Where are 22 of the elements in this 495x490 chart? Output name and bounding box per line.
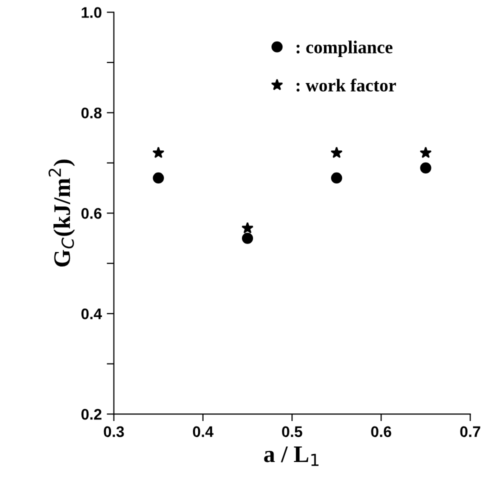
- x-tick-label: 0.7: [460, 426, 480, 438]
- point: [420, 146, 432, 158]
- point: [420, 162, 432, 174]
- y-axis-title: G$_{C}$(kJ/m$^{2}$): [48, 160, 75, 267]
- point: [152, 146, 164, 158]
- x-axis-title: a / L$_{1}$: [264, 446, 318, 466]
- y-tick-label: 0.8: [81, 108, 102, 118]
- y-tick-label: 1.0: [82, 7, 102, 18]
- point: [242, 222, 254, 234]
- y-tick-label: 0.4: [81, 308, 102, 320]
- legend-label: : compliance: [296, 40, 392, 58]
- point: [152, 172, 164, 184]
- legend-label: : work factor: [296, 78, 396, 92]
- x-tick-label: 0.6: [371, 426, 392, 438]
- point: [331, 172, 342, 184]
- point: [242, 232, 254, 244]
- y-tick-label: 0.2: [81, 408, 102, 420]
- x-tick-label: 0.5: [282, 426, 302, 438]
- x-tick-label: 0.3: [104, 426, 124, 438]
- x-tick-label: 0.4: [192, 426, 214, 438]
- y-tick-label: 0.6: [81, 208, 102, 219]
- point: [330, 146, 343, 158]
